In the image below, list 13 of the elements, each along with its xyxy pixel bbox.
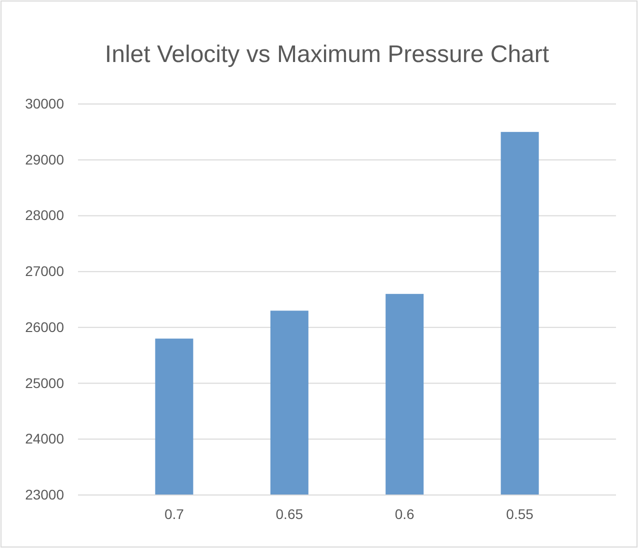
x-tick-label: 0.65	[276, 506, 304, 522]
x-tick-label: 0.7	[164, 506, 184, 522]
y-tick-label: 29000	[25, 151, 64, 168]
y-tick-label: 27000	[25, 263, 64, 280]
x-tick-label: 0.6	[394, 506, 415, 522]
y-tick-label: 28000	[25, 207, 64, 224]
y-tick-label: 23000	[25, 486, 64, 502]
y-tick-label: 30000	[25, 95, 64, 112]
y-tick-label: 24000	[25, 430, 64, 447]
y-tick-label: 25000	[25, 374, 64, 391]
y-tick-label: 26000	[25, 318, 64, 335]
x-tick-label: 0.55	[506, 506, 534, 522]
chart-title: Inlet Velocity vs Maximum Pressure Chart	[104, 41, 550, 68]
